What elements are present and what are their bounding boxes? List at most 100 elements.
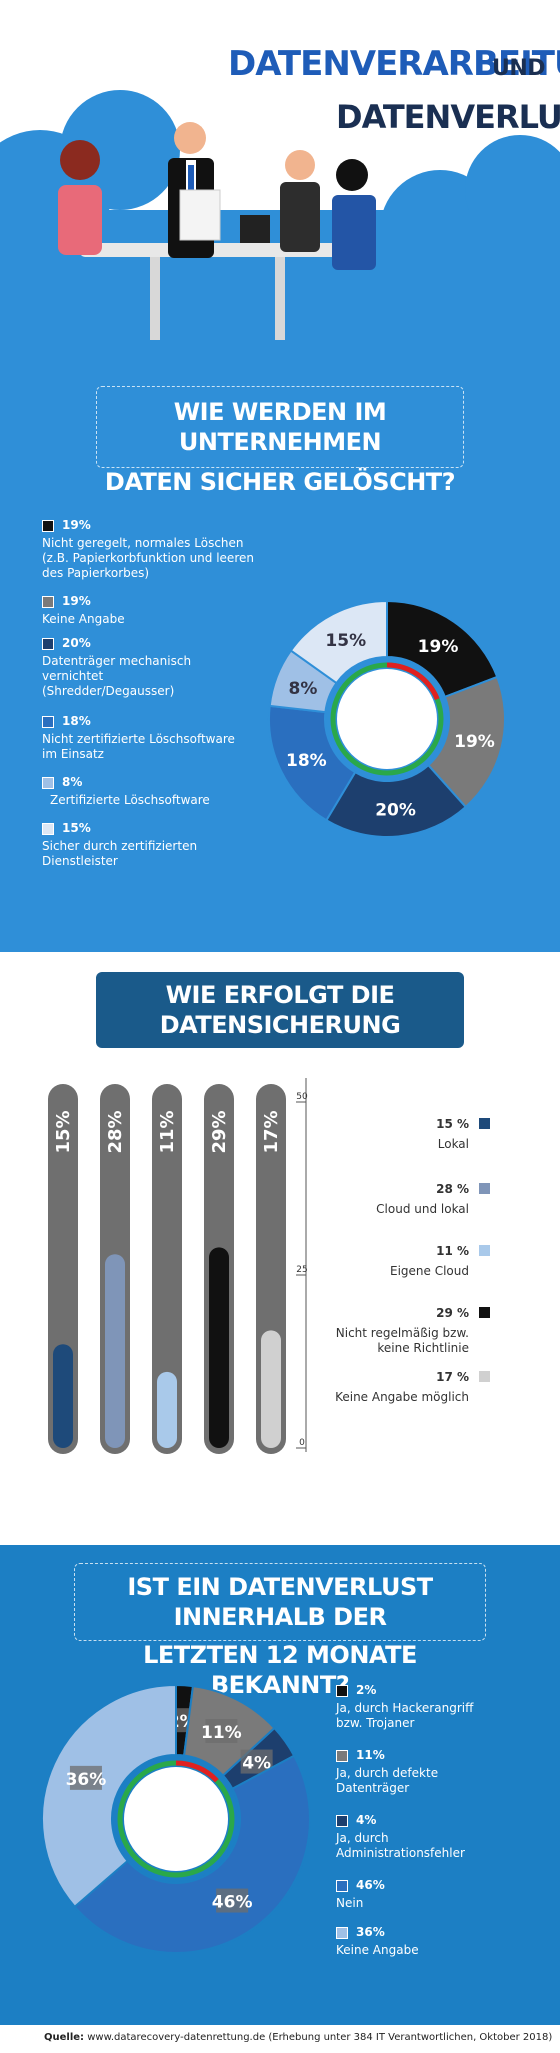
legend-swatch [336,1927,348,1939]
pie-slice [73,1754,311,1954]
slice-label: 20% [375,801,416,821]
backup-swatch [479,1307,490,1318]
backup-item: 28 % Cloud und lokal [376,1182,490,1217]
section-data-loss: IST EIN DATENVERLUST INNERHALB DER LETZT… [0,1545,560,2025]
legend-label: Nein [336,1896,364,1910]
inner-ring-highlight [387,662,440,701]
legend-label: Nicht zertifizierte Löschsoftware im Ein… [42,732,235,761]
page-title: DATENVERARBEITUNG [228,44,560,84]
legend-swatch [42,638,54,650]
legend-label: Ja, durch Hackerangriff bzw. Trojaner [336,1701,474,1730]
backup-item: 17 % Keine Angabe möglich [335,1370,490,1405]
legend-label: Keine Angabe [336,1943,419,1957]
question-line-1: WIE ERFOLGT DIE DATENSICHERUNG [159,981,401,1039]
slice-label: 19% [454,732,495,752]
backup-item: 15 % Lokal [436,1117,490,1152]
question-line-1: WIE WERDEN IM UNTERNEHMEN [173,398,387,456]
slice-label: 8% [288,679,317,699]
y-tick-label: 0 [299,1438,305,1448]
legend-pct: 20% [62,636,91,650]
bar-label: 17% [261,1110,282,1153]
section-data-deletion: WIE WERDEN IM UNTERNEHMEN DATEN SICHER G… [0,340,560,952]
slice-label: 36% [66,1770,107,1790]
legend-label: Ja, durch Administrationsfehler [336,1831,465,1860]
backup-label: Lokal [437,1137,469,1151]
legend-pct: 19% [62,518,91,532]
bar-chart-backup: 15% 28% 11% 29% 17% 50 25 0 [48,1078,308,1454]
backup-label: Eigene Cloud [390,1264,469,1278]
page-subtitle: DATENVERLUSTE [336,98,560,136]
source-label: Quelle: [44,2032,85,2043]
legend-pct: 19% [62,594,91,608]
backup-swatch [479,1183,490,1194]
legend-swatch [42,716,54,728]
question-line-1: IST EIN DATENVERLUST INNERHALB DER [127,1573,433,1631]
backup-pct: 28 % [436,1182,469,1196]
bar-label: 29% [209,1110,230,1153]
slice-label-bg [216,1888,249,1913]
legend-pct: 46% [356,1878,385,1892]
backup-swatch [479,1118,490,1129]
backup-label: Keine Angabe möglich [335,1390,469,1404]
slice-label-bg [69,1765,102,1790]
legend-label: Keine Angabe [42,612,125,626]
backup-swatch [479,1245,490,1256]
question-line-2: IM UNTERNEHMEN? [152,1049,408,1077]
legend-label: Sicher durch zertifizierten Dienstleiste… [42,839,198,868]
slice-label: 4% [242,1754,271,1774]
bar-label: 28% [105,1110,126,1153]
legend-pct: 36% [356,1925,385,1939]
legend-swatch [336,1685,348,1697]
question-line-2: LETZTEN 12 MONATE BEKANNT? [143,1641,417,1699]
backup-pct: 11 % [436,1244,469,1258]
legend-swatch [336,1880,348,1892]
legend-swatch [336,1815,348,1827]
title-connector: UND [492,56,546,81]
slice-label-bg [205,1719,238,1744]
legend-pct: 2% [356,1683,377,1697]
legend-swatch [42,596,54,608]
backup-item: 29 % Nicht regelmäßig bzw. keine Richtli… [310,1306,490,1356]
pie-slice [41,1683,177,1909]
bar-label: 11% [157,1110,178,1153]
bar-label: 15% [53,1110,74,1153]
y-tick-label: 50 [296,1092,308,1102]
backup-label: Cloud und lokal [376,1202,469,1216]
bar [157,1371,177,1448]
backup-pct: 17 % [436,1370,469,1384]
bar-track [152,1084,182,1454]
pie-slice [289,599,388,685]
backup-pct: 29 % [436,1306,469,1320]
question-box-backup: WIE ERFOLGT DIE DATENSICHERUNG IM UNTERN… [96,972,464,1077]
slice-label: 18% [286,751,327,771]
slice-label: 19% [418,637,459,657]
bar [105,1254,125,1448]
question-box-loss: IST EIN DATENVERLUST INNERHALB DER LETZT… [74,1563,486,1699]
slice-label: 46% [212,1893,253,1913]
legend-pct: 11% [356,1748,385,1762]
slice-label: 15% [325,631,366,651]
pie-slice [325,763,468,838]
legend-label: Datenträger mechanisch vernichtet (Shred… [42,654,192,698]
legend-pct: 4% [356,1813,377,1827]
legend-pct: 18% [62,714,91,728]
slice-label: 11% [201,1723,242,1743]
legend-label: Zertifizierte Löschsoftware [50,793,210,807]
y-tick-label: 25 [296,1265,307,1275]
legend-pct: 8% [62,775,83,789]
source-text: www.datarecovery-datenrettung.de (Erhebu… [87,2032,553,2043]
donut-chart-deletion: 19% 19% 20% 18% 8% 15% [268,599,506,838]
backup-pct: 15 % [436,1117,469,1131]
legend-swatch [42,520,54,532]
donut-center [124,1767,228,1871]
question-box-deletion: WIE WERDEN IM UNTERNEHMEN DATEN SICHER G… [96,386,464,496]
legend-pct: 15% [62,821,91,835]
footer: Quelle: www.datarecovery-datenrettung.de… [0,2026,560,2053]
backup-item: 11 % Eigene Cloud [390,1244,490,1279]
inner-ring-highlight [176,1760,219,1783]
legend-swatch [42,823,54,835]
question-line-2: DATEN SICHER GELÖSCHT? [104,468,456,496]
legend-swatch [336,1750,348,1762]
legend-swatch [42,777,54,789]
people-icon [58,122,376,270]
